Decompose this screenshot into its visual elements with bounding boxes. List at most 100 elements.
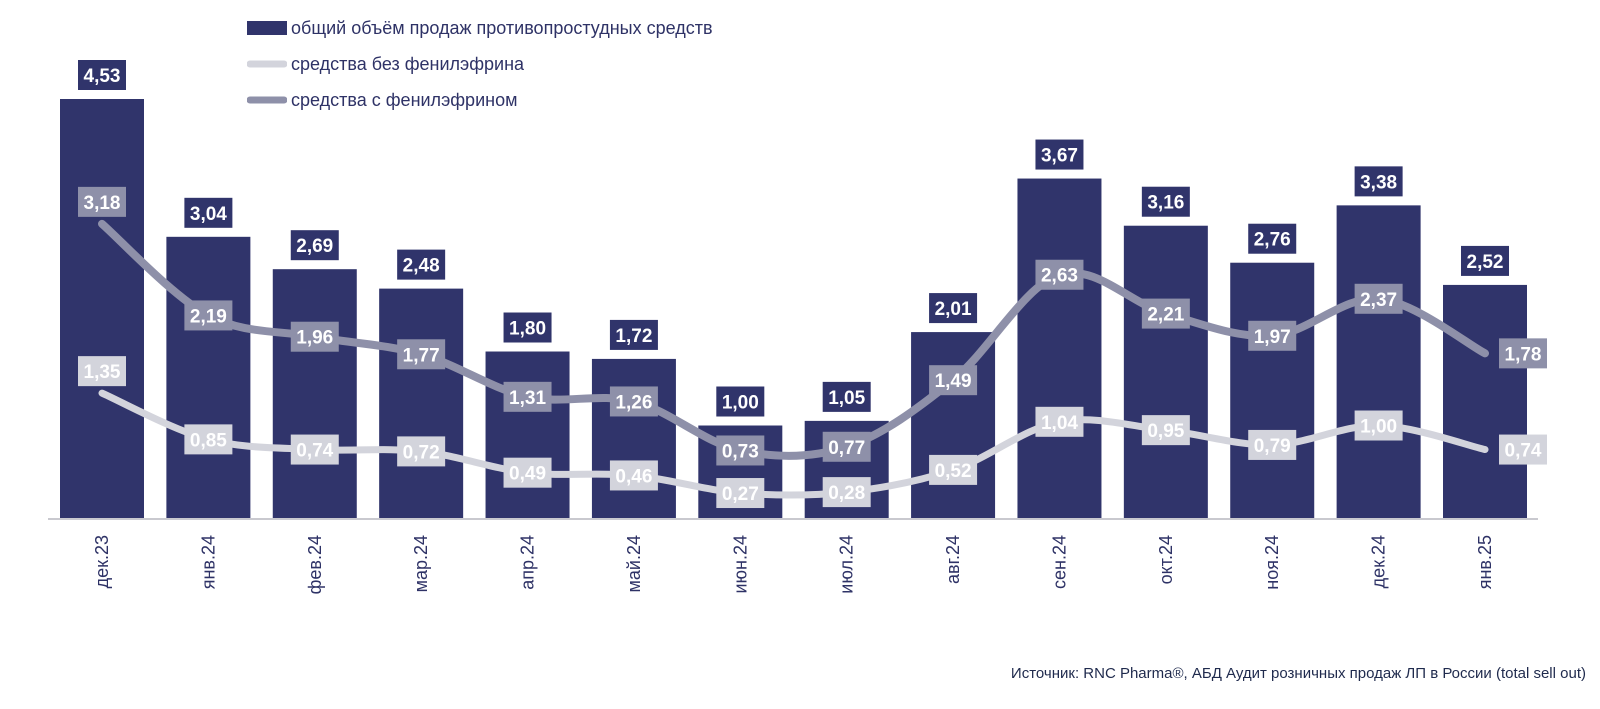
- bar-value-label-июл.24: 1,05: [822, 381, 871, 412]
- point-label-without-phenylephrine-фев.24-text: 0,74: [296, 441, 333, 462]
- point-label-with-phenylephrine-янв.24: 2,19: [184, 300, 233, 331]
- point-label-without-phenylephrine-ноя.24-box: [1248, 429, 1297, 460]
- point-label-with-phenylephrine-июн.24-box: [716, 435, 765, 466]
- bar-value-label-май.24-text: 1,72: [615, 326, 652, 347]
- point-label-with-phenylephrine-апр.24-text: 1,31: [509, 388, 546, 409]
- point-label-with-phenylephrine-мар.24-box: [397, 339, 446, 370]
- point-label-without-phenylephrine-июл.24-box: [822, 477, 871, 508]
- x-tick-label-сен.24: сен.24: [1049, 535, 1069, 589]
- point-label-without-phenylephrine-янв.25-box: [1499, 434, 1547, 465]
- bar-value-label-апр.24-box: [503, 312, 552, 343]
- bar-фев.24: [272, 269, 357, 518]
- point-label-with-phenylephrine-дек.24-text: 2,37: [1360, 290, 1397, 311]
- bar-value-label-апр.24-text: 1,80: [509, 319, 546, 340]
- point-label-with-phenylephrine-окт.24: 2,21: [1141, 298, 1190, 329]
- x-tick-label-янв.24: янв.24: [198, 535, 218, 589]
- bar-value-label-мар.24-box: [397, 249, 446, 280]
- point-label-with-phenylephrine-янв.24-text: 2,19: [190, 306, 227, 327]
- point-label-without-phenylephrine-ноя.24-text: 0,79: [1254, 436, 1291, 457]
- point-label-with-phenylephrine-июл.24-box: [822, 431, 871, 462]
- x-tick-label-дек.23: дек.23: [92, 535, 112, 588]
- point-label-without-phenylephrine-дек.24: 1,00: [1354, 410, 1403, 441]
- bar-value-label-дек.24: 3,38: [1354, 166, 1403, 197]
- point-label-without-phenylephrine-окт.24-box: [1141, 415, 1190, 446]
- point-label-without-phenylephrine-апр.24: 0,49: [503, 457, 552, 488]
- bar-value-label-авг.24-text: 2,01: [935, 299, 972, 320]
- point-label-without-phenylephrine-дек.23: 1,35: [78, 356, 126, 387]
- bar-value-label-янв.25-text: 2,52: [1467, 252, 1504, 273]
- legend-label-total: общий объём продаж противопростудных сре…: [291, 17, 713, 38]
- bar-сен.24: [1017, 178, 1102, 518]
- point-label-without-phenylephrine-сен.24-text: 1,04: [1041, 413, 1078, 434]
- point-label-without-phenylephrine-сен.24-box: [1035, 406, 1084, 437]
- x-tick-label-дек.24: дек.24: [1369, 535, 1389, 588]
- bar-value-label-дек.23-box: [78, 60, 126, 90]
- point-label-without-phenylephrine-янв.24-text: 0,85: [190, 430, 227, 451]
- point-label-without-phenylephrine-май.24-box: [609, 460, 658, 491]
- bar-дек.23: [60, 99, 144, 518]
- point-label-with-phenylephrine-мар.24: 1,77: [397, 339, 446, 370]
- point-label-without-phenylephrine-июл.24-text: 0,28: [828, 483, 865, 504]
- legend-item-without-phenylephrine: средства без фенилэфрина: [247, 46, 713, 82]
- point-label-with-phenylephrine-ноя.24: 1,97: [1248, 320, 1297, 351]
- bar-value-label-июн.24: 1,00: [716, 386, 765, 417]
- bar-май.24: [591, 358, 676, 518]
- point-label-without-phenylephrine-авг.24-box: [929, 454, 978, 485]
- point-label-with-phenylephrine-июн.24-text: 0,73: [722, 441, 759, 462]
- bar-value-label-фев.24-text: 2,69: [296, 236, 333, 257]
- point-label-without-phenylephrine-окт.24-text: 0,95: [1147, 421, 1184, 442]
- x-tick-label-авг.24: авг.24: [943, 535, 963, 584]
- point-label-without-phenylephrine-май.24: 0,46: [609, 460, 658, 491]
- point-label-with-phenylephrine-июл.24: 0,77: [822, 431, 871, 462]
- point-label-with-phenylephrine-янв.24-box: [184, 300, 233, 331]
- bar-ноя.24: [1230, 262, 1315, 518]
- bar-value-label-мар.24: 2,48: [397, 249, 446, 280]
- bar-value-label-авг.24: 2,01: [929, 293, 978, 324]
- point-label-with-phenylephrine-май.24-text: 1,26: [615, 392, 652, 413]
- bar-value-label-мар.24-text: 2,48: [403, 256, 440, 277]
- point-label-with-phenylephrine-окт.24-text: 2,21: [1147, 305, 1184, 326]
- point-label-with-phenylephrine-дек.24-box: [1354, 283, 1403, 314]
- point-label-without-phenylephrine-июл.24: 0,28: [822, 477, 871, 508]
- point-label-without-phenylephrine-янв.25-text: 0,74: [1505, 441, 1542, 462]
- legend-item-total: общий объём продаж противопростудных сре…: [247, 10, 713, 46]
- point-label-with-phenylephrine-сен.24-box: [1035, 259, 1084, 290]
- x-tick-label-июл.24: июл.24: [837, 535, 857, 594]
- x-tick-label-фев.24: фев.24: [305, 535, 325, 594]
- point-label-with-phenylephrine-сен.24: 2,63: [1035, 259, 1084, 290]
- point-label-without-phenylephrine-янв.25: 0,74: [1499, 434, 1547, 465]
- point-label-with-phenylephrine-апр.24-box: [503, 381, 552, 412]
- legend-swatch-without-phenylephrine: [247, 60, 287, 68]
- bar-value-label-июн.24-text: 1,00: [722, 393, 759, 414]
- bar-value-label-сен.24-box: [1035, 139, 1084, 170]
- point-label-without-phenylephrine-июн.24-text: 0,27: [722, 484, 759, 505]
- bar-value-label-янв.25: 2,52: [1461, 245, 1509, 276]
- point-label-with-phenylephrine-май.24-box: [609, 386, 658, 417]
- point-label-without-phenylephrine-апр.24-text: 0,49: [509, 464, 546, 485]
- bar-окт.24: [1123, 225, 1208, 518]
- bar-value-label-сен.24-text: 3,67: [1041, 146, 1078, 167]
- x-tick-label-янв.25: янв.25: [1475, 535, 1495, 589]
- point-label-without-phenylephrine-мар.24-box: [397, 436, 446, 467]
- point-label-with-phenylephrine-сен.24-text: 2,63: [1041, 266, 1078, 287]
- x-tick-label-мар.24: мар.24: [411, 535, 431, 592]
- point-label-without-phenylephrine-авг.24: 0,52: [929, 454, 978, 485]
- point-label-without-phenylephrine-авг.24-text: 0,52: [935, 461, 972, 482]
- bar-value-label-окт.24: 3,16: [1141, 186, 1190, 217]
- bar-value-label-апр.24: 1,80: [503, 312, 552, 343]
- point-label-without-phenylephrine-май.24-text: 0,46: [615, 466, 652, 487]
- point-label-with-phenylephrine-май.24: 1,26: [609, 386, 658, 417]
- legend-item-with-phenylephrine: средства с фенилэфрином: [247, 82, 713, 118]
- bar-value-label-ноя.24: 2,76: [1248, 223, 1297, 254]
- bar-value-label-окт.24-box: [1141, 186, 1190, 217]
- point-label-without-phenylephrine-дек.23-text: 1,35: [84, 362, 121, 383]
- point-label-without-phenylephrine-апр.24-box: [503, 457, 552, 488]
- point-label-with-phenylephrine-июл.24-text: 0,77: [828, 438, 865, 459]
- bar-апр.24: [485, 351, 570, 518]
- point-label-with-phenylephrine-авг.24-text: 1,49: [935, 371, 972, 392]
- bar-янв.24: [166, 236, 251, 518]
- point-label-without-phenylephrine-фев.24-box: [290, 434, 339, 465]
- point-label-with-phenylephrine-дек.23-box: [78, 186, 126, 217]
- bar-мар.24: [379, 288, 464, 518]
